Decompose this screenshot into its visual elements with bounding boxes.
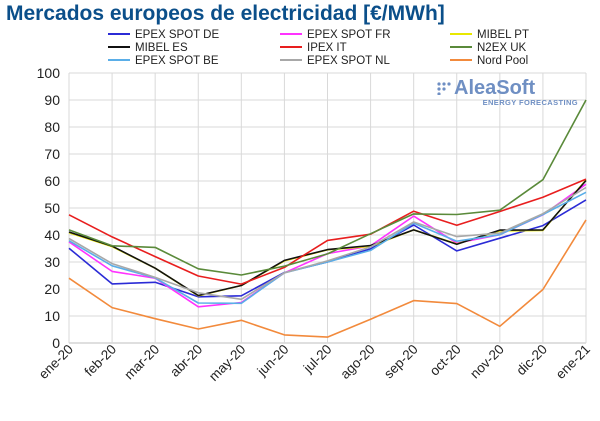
y-tick-label: 100	[37, 65, 61, 81]
legend-label: EPEX SPOT NL	[307, 55, 390, 67]
y-tick-label: 90	[44, 92, 60, 108]
y-tick-label: 0	[52, 335, 60, 351]
x-tick-label: ene-21	[553, 342, 593, 382]
legend-label: Nord Pool	[477, 55, 528, 67]
legend-label: MIBEL ES	[135, 42, 188, 54]
x-tick-label: jun-20	[254, 342, 292, 380]
x-tick-label: abr-20	[167, 342, 205, 380]
y-tick-label: 10	[44, 308, 60, 324]
x-tick-label: dic-20	[513, 342, 550, 379]
x-tick-label: jul-20	[300, 342, 335, 377]
y-tick-label: 70	[44, 146, 60, 162]
logo-tagline: ENERGY FORECASTING	[482, 98, 578, 107]
x-tick-label: sep-20	[381, 342, 421, 382]
legend-label: N2EX UK	[477, 42, 527, 54]
legend-label: EPEX SPOT FR	[307, 29, 391, 41]
legend-label: IPEX IT	[307, 42, 347, 54]
x-tick-label: may-20	[206, 342, 248, 384]
y-tick-label: 30	[44, 254, 60, 270]
series-line-epex-spot-nl	[68, 186, 587, 301]
series-line-ipex-it	[68, 178, 587, 285]
x-tick-label: oct-20	[427, 342, 464, 379]
y-tick-label: 40	[44, 227, 60, 243]
legend-label: EPEX SPOT DE	[135, 29, 219, 41]
chart-title: Mercados europeos de electricidad [€/MWh…	[6, 2, 445, 25]
logo-dots-icon	[437, 82, 451, 95]
aleasoft-logo: AleaSoft ENERGY FORECASTING	[436, 78, 578, 107]
x-tick-label: nov-20	[467, 342, 507, 382]
y-tick-label: 20	[44, 281, 60, 297]
y-tick-label: 80	[44, 119, 60, 135]
logo-name: AleaSoft	[454, 77, 536, 99]
x-tick-label: mar-20	[121, 342, 162, 383]
legend-label: MIBEL PT	[477, 29, 529, 41]
y-tick-label: 50	[44, 200, 60, 216]
series-line-n2ex-uk	[68, 99, 587, 276]
legend-label: EPEX SPOT BE	[135, 55, 219, 67]
series-line-nord-pool	[68, 219, 587, 338]
x-tick-label: ago-20	[337, 342, 377, 382]
series-line-mibel-es	[68, 179, 587, 297]
y-tick-label: 60	[44, 173, 60, 189]
x-tick-label: feb-20	[82, 342, 120, 380]
